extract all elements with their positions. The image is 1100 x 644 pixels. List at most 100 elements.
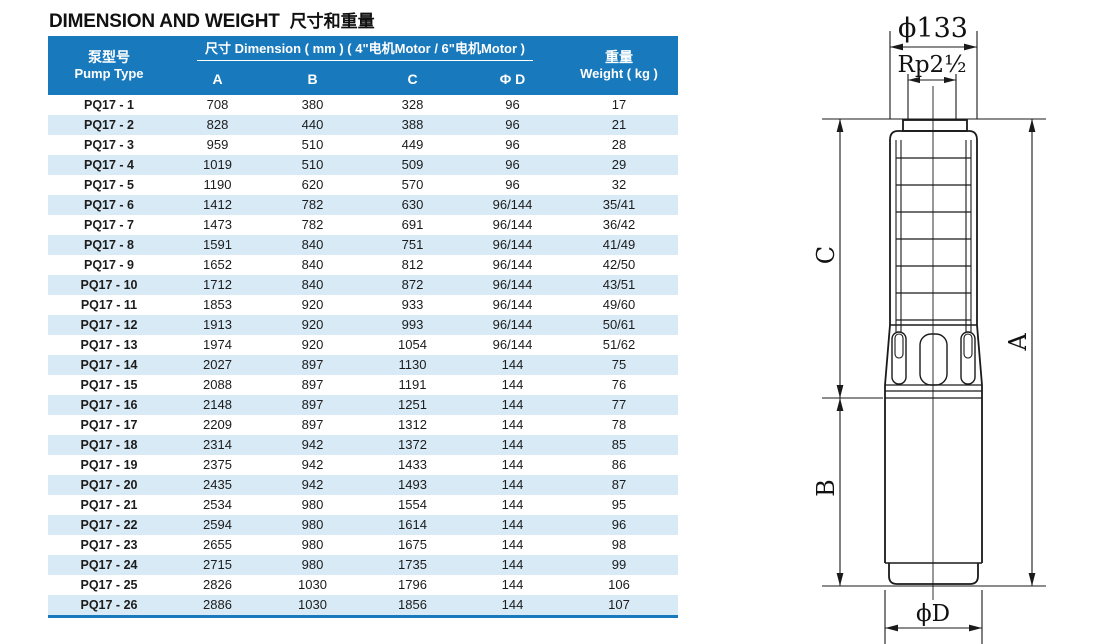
- cell-a: 2209: [203, 417, 232, 432]
- table-row: PQ17 - 6 1412 782 630 96/144 35/41: [48, 195, 678, 215]
- cell-d: 144: [501, 357, 524, 372]
- cell-model: PQ17 - 20: [80, 478, 138, 492]
- header-pump-type: 泵型号 Pump Type: [48, 36, 170, 95]
- cell-weight: 77: [611, 397, 627, 412]
- cell-b: 840: [301, 257, 324, 272]
- cell-model: PQ17 - 19: [80, 458, 138, 472]
- cell-c: 1251: [398, 397, 427, 412]
- cell-d: 144: [501, 397, 524, 412]
- cell-c: 1054: [398, 337, 427, 352]
- cell-c: 630: [401, 197, 424, 212]
- cell-a: 1712: [203, 277, 232, 292]
- cell-b: 980: [301, 557, 324, 572]
- cell-d: 144: [501, 577, 524, 592]
- cell-b: 510: [301, 137, 324, 152]
- cell-a: 1473: [203, 217, 232, 232]
- cell-b: 1030: [298, 577, 327, 592]
- cell-d: 96/144: [492, 337, 533, 352]
- cell-model: PQ17 - 12: [80, 318, 138, 332]
- cell-a: 1974: [203, 337, 232, 352]
- cell-b: 782: [301, 197, 324, 212]
- table-header: 泵型号 Pump Type 尺寸 Dimension ( mm ) ( 4"电机…: [48, 36, 678, 95]
- table-row: PQ17 - 11 1853 920 933 96/144 49/60: [48, 295, 678, 315]
- cell-weight: 17: [611, 97, 627, 112]
- cell-a: 1412: [203, 197, 232, 212]
- cell-model: PQ17 - 9: [83, 258, 135, 272]
- cell-weight: 35/41: [602, 197, 636, 212]
- cell-b: 942: [301, 477, 324, 492]
- cell-a: 2826: [203, 577, 232, 592]
- cell-weight: 99: [611, 557, 627, 572]
- cell-c: 388: [401, 117, 424, 132]
- table-row: PQ17 - 16 2148 897 1251 144 77: [48, 395, 678, 415]
- cell-b: 980: [301, 537, 324, 552]
- cell-d: 144: [501, 457, 524, 472]
- cell-a: 1913: [203, 317, 232, 332]
- header-weight-zh: 重量: [605, 48, 633, 65]
- cell-d: 96/144: [492, 317, 533, 332]
- label-dim-a: A: [1004, 333, 1032, 352]
- cell-b: 897: [301, 357, 324, 372]
- pump-dimension-diagram: ϕ133 Rp2½ C B A ϕD: [812, 13, 1046, 644]
- header-dimension-group: 尺寸 Dimension ( mm ) ( 4"电机Motor / 6"电机Mo…: [170, 36, 560, 62]
- cell-d: 96: [505, 157, 520, 172]
- table-row: PQ17 - 7 1473 782 691 96/144 36/42: [48, 215, 678, 235]
- header-pump-type-en: Pump Type: [74, 66, 144, 82]
- pump-body-outline: [884, 119, 983, 585]
- cell-model: PQ17 - 22: [80, 518, 138, 532]
- table-row: PQ17 - 18 2314 942 1372 144 85: [48, 435, 678, 455]
- cell-model: PQ17 - 23: [80, 538, 138, 552]
- cell-b: 510: [301, 157, 324, 172]
- cell-c: 812: [401, 257, 424, 272]
- cell-a: 1591: [203, 237, 232, 252]
- cell-model: PQ17 - 1: [83, 98, 135, 112]
- cell-weight: 32: [611, 177, 627, 192]
- table-bottom-rule: [48, 615, 678, 618]
- cell-model: PQ17 - 3: [83, 138, 135, 152]
- cell-a: 2148: [203, 397, 232, 412]
- cell-c: 1372: [398, 437, 427, 452]
- cell-d: 144: [501, 497, 524, 512]
- table-row: PQ17 - 14 2027 897 1130 144 75: [48, 355, 678, 375]
- table-row: PQ17 - 17 2209 897 1312 144 78: [48, 415, 678, 435]
- cell-a: 1190: [203, 177, 232, 192]
- cell-model: PQ17 - 2: [83, 118, 135, 132]
- cell-model: PQ17 - 7: [83, 218, 135, 232]
- cell-d: 144: [501, 517, 524, 532]
- page-title-en: DIMENSION AND WEIGHT: [49, 11, 280, 32]
- cell-model: PQ17 - 10: [80, 278, 138, 292]
- table-row: PQ17 - 3 959 510 449 96 28: [48, 135, 678, 155]
- page-title-zh: 尺寸和重量: [289, 12, 375, 31]
- table-row: PQ17 - 1 708 380 328 96 17: [48, 95, 678, 115]
- table-row: PQ17 - 25 2826 1030 1796 144 106: [48, 575, 678, 595]
- cell-model: PQ17 - 5: [83, 178, 135, 192]
- cell-b: 980: [301, 497, 324, 512]
- cell-model: PQ17 - 25: [80, 578, 138, 592]
- table-row: PQ17 - 19 2375 942 1433 144 86: [48, 455, 678, 475]
- cell-weight: 43/51: [602, 277, 636, 292]
- cell-model: PQ17 - 4: [83, 158, 135, 172]
- cell-d: 96: [505, 177, 520, 192]
- cell-d: 96/144: [492, 297, 533, 312]
- cell-c: 1312: [398, 417, 427, 432]
- cell-c: 1130: [398, 357, 427, 372]
- table-row: PQ17 - 20 2435 942 1493 144 87: [48, 475, 678, 495]
- cell-c: 1614: [398, 517, 427, 532]
- table-row: PQ17 - 26 2886 1030 1856 144 107: [48, 595, 678, 615]
- cell-d: 144: [501, 597, 524, 612]
- cell-weight: 36/42: [602, 217, 636, 232]
- cell-c: 1856: [398, 597, 427, 612]
- cell-c: 1735: [398, 557, 427, 572]
- cell-b: 620: [301, 177, 324, 192]
- cell-d: 96/144: [492, 197, 533, 212]
- label-dim-c: C: [812, 246, 840, 264]
- dim-port-thread: [907, 74, 957, 119]
- header-col-b: B: [307, 70, 318, 87]
- cell-c: 1796: [398, 577, 427, 592]
- cell-a: 2375: [203, 457, 232, 472]
- cell-b: 897: [301, 377, 324, 392]
- table-row: PQ17 - 12 1913 920 993 96/144 50/61: [48, 315, 678, 335]
- cell-weight: 75: [611, 357, 627, 372]
- cell-c: 328: [401, 97, 424, 112]
- cell-b: 942: [301, 457, 324, 472]
